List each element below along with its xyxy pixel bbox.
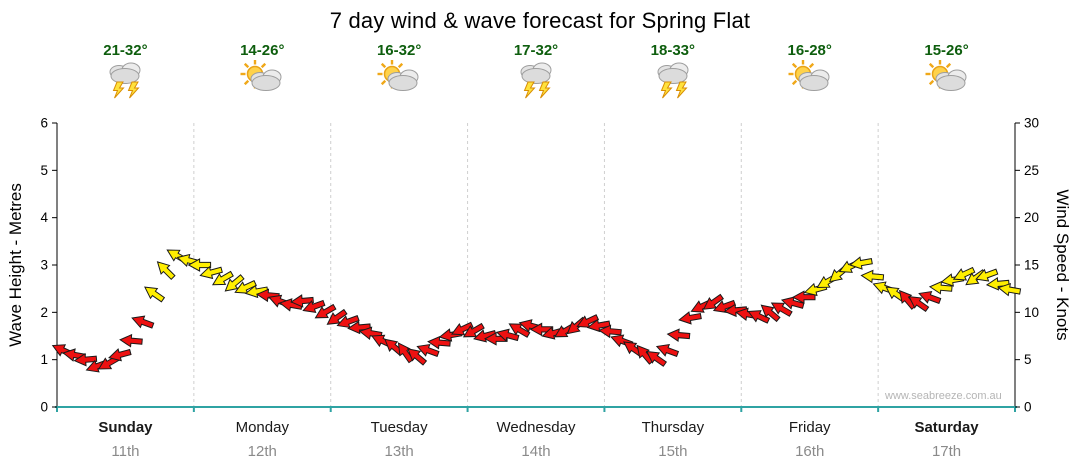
wind-arrow [427,335,451,350]
axis-tick-label: 4 [40,210,48,225]
axis-tick-label: 0 [40,400,48,415]
temp-range: 16-32° [376,42,422,59]
sun-cloud-icon [238,59,286,102]
wind-arrow [347,320,371,335]
right-axis-label: Wind Speed - Knots [1053,189,1072,341]
day-name: Sunday [98,419,153,436]
wind-arrow [407,348,428,366]
wind-arrow [928,280,953,295]
axis-tick-label: 2 [40,305,48,320]
wind-arrow [747,310,771,324]
sun-cloud-icon [923,59,971,102]
wind-arrow [462,322,485,338]
axis-tick-label: 6 [40,116,48,131]
wind-arrow [495,328,520,342]
wind-arrow [908,295,930,313]
axis-tick-label: 3 [40,258,48,273]
axis-tick-label: 5 [1024,352,1032,367]
wind-arrow [918,290,942,305]
temp-range: 16-28° [787,42,832,59]
day-name: Friday [788,419,831,436]
day-name: Saturday [914,419,979,436]
wind-arrow [666,328,691,342]
axis-tick-label: 20 [1024,210,1039,225]
wind-arrow [723,303,748,318]
wind-arrow [529,322,554,337]
day-name: Tuesday [370,419,428,436]
day-date: 14th [521,443,551,460]
wind-arrow [997,282,1022,297]
wind-arrow [780,296,805,310]
wind-arrow [290,294,314,308]
day-date: 15th [658,443,688,460]
wind-arrow [576,314,600,328]
temp-range: 18-33° [650,42,696,59]
wind-arrow [450,321,474,336]
wind-arrow [224,274,245,292]
axis-tick-label: 10 [1024,305,1039,320]
wind-arrow [326,308,348,325]
wind-arrow [952,266,976,281]
wind-arrow [416,343,440,358]
temp-range: 14-26° [240,42,285,59]
wind-arrow [314,303,337,319]
day-date: 16th [795,443,825,460]
sun-cloud-icon [786,59,834,102]
wind-arrow [655,343,680,358]
wind-arrow [985,277,1010,291]
wind-arrow [760,304,781,323]
temp-range: 21-32° [103,42,148,59]
left-axis-label: Wave Height - Metres [6,183,25,347]
temp-range: 15-26° [924,42,969,59]
storm-icon [512,60,560,102]
wind-arrow [336,314,360,329]
sun-cloud-icon [375,59,423,102]
wind-arrow [211,270,234,286]
axis-tick-label: 5 [40,163,48,178]
wind-arrow [156,261,176,281]
day-date: 11th [111,443,140,460]
wind-arrow [144,286,166,303]
wind-arrow [598,324,622,339]
axis-tick-label: 1 [40,352,48,367]
wind-arrow [302,299,326,313]
wind-arrow [234,280,257,294]
day-date: 12th [247,443,277,460]
wind-arrow [645,350,667,367]
wind-arrow [131,315,155,329]
day-name: Monday [235,419,289,436]
chart-title: 7 day wind & wave forecast for Spring Fl… [329,8,751,33]
wind-arrow [73,352,98,367]
wind-arrow [199,265,223,280]
axis-tick-label: 0 [1024,400,1032,415]
wind-arrow [108,348,132,362]
wind-arrow [508,323,531,338]
watermark: www.seabreeze.com.au [885,390,1002,402]
axis-tick-label: 15 [1024,258,1039,273]
day-date: 17th [931,443,962,460]
wind-arrow [860,269,885,284]
axis-tick-label: 30 [1024,116,1039,131]
wind-arrow [975,268,999,282]
wind-arrow [702,293,724,310]
temp-range: 17-32° [513,42,559,59]
storm-icon [649,60,697,102]
wind-arrow [678,311,702,325]
day-date: 13th [384,443,414,460]
wind-arrow [119,333,143,348]
day-name: Wednesday [496,419,576,436]
wind-arrow [770,302,793,317]
wind-arrow [712,299,737,313]
wind-arrow [187,258,212,272]
wind-arrow [586,318,611,333]
day-name: Thursday [641,419,705,436]
storm-icon [101,60,149,102]
wind-arrow [849,256,873,270]
axis-tick-label: 25 [1024,163,1039,178]
